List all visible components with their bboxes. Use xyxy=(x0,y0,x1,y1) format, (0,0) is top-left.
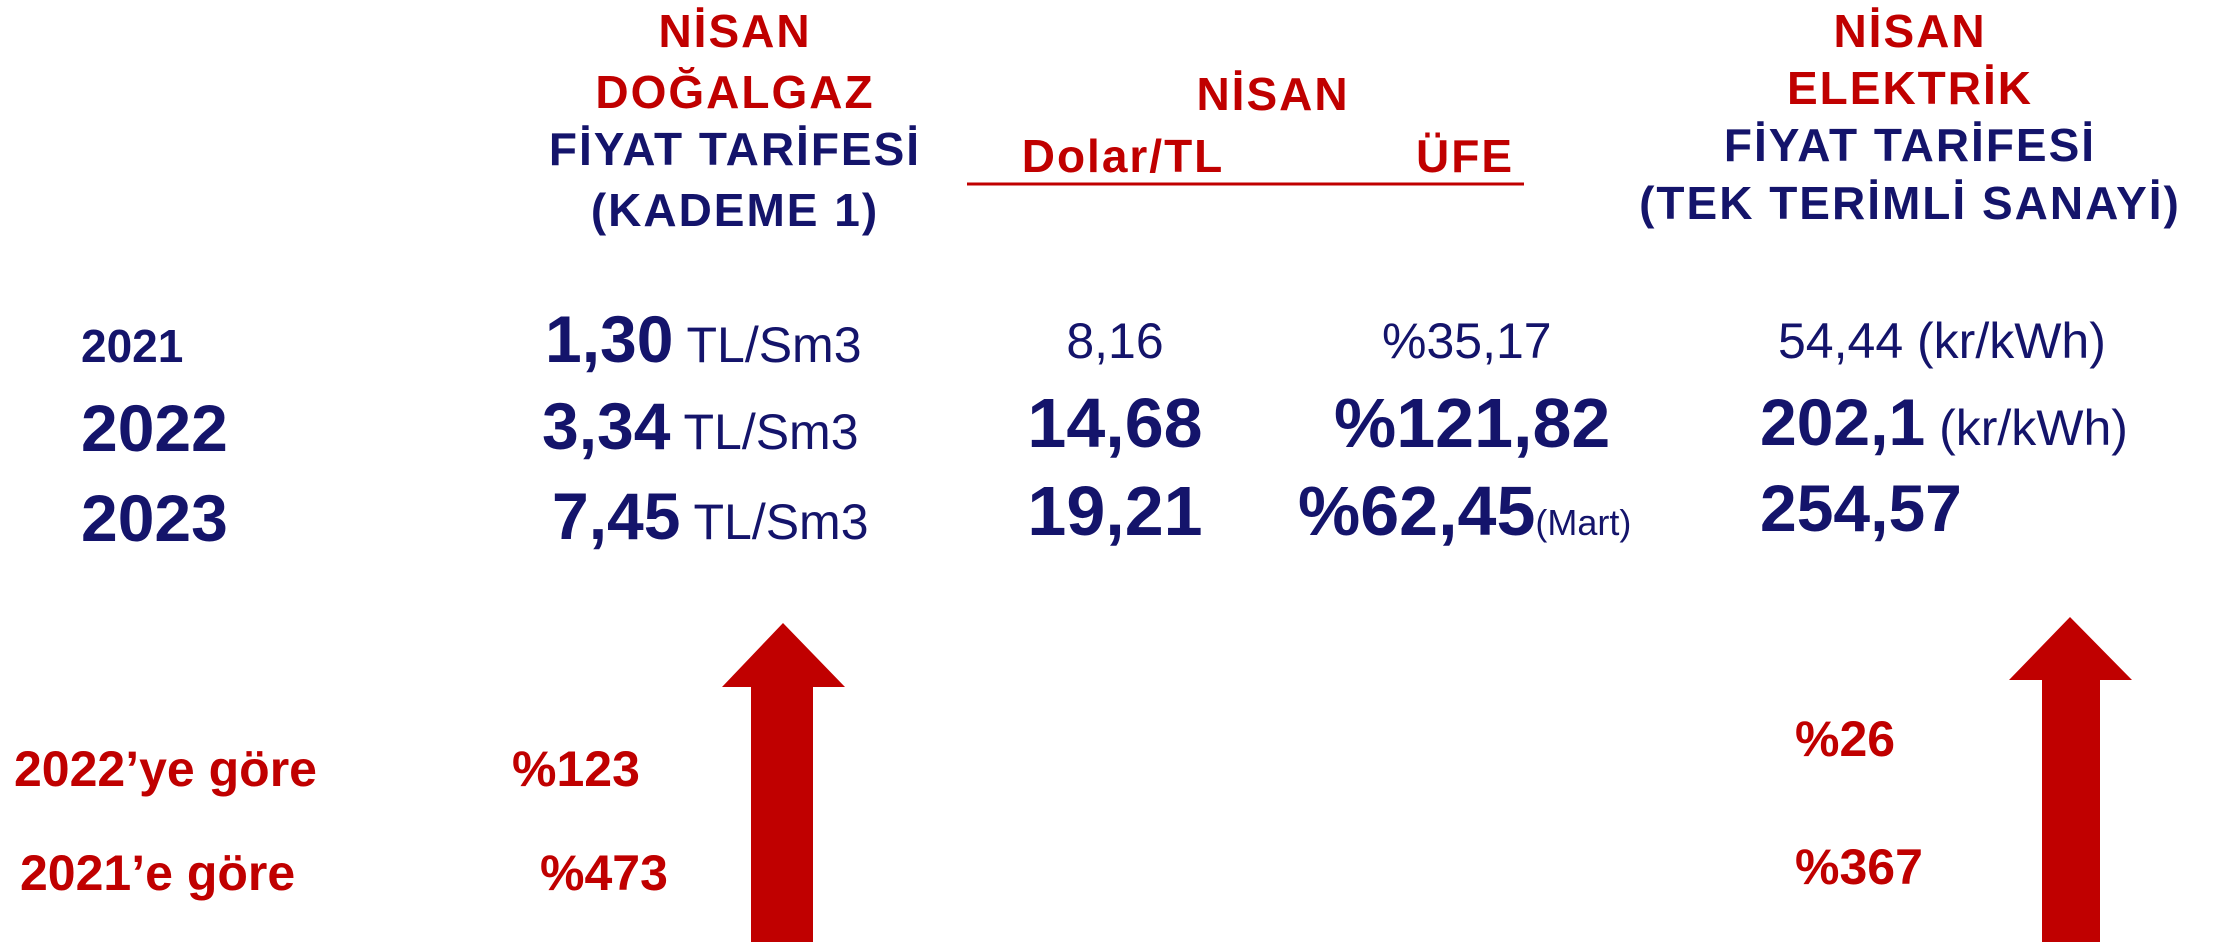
up-arrow xyxy=(2009,617,2132,942)
gas-header-line: FİYAT TARİFESİ xyxy=(549,123,921,175)
gas-value: 3,34 xyxy=(542,389,671,463)
electricity-header-line: FİYAT TARİFESİ xyxy=(1724,119,2096,171)
year: 2023 xyxy=(81,481,228,555)
electricity-unit: (kr/kWh) xyxy=(1939,400,2128,456)
gas-header-line: DOĞALGAZ xyxy=(595,66,874,118)
up-arrow xyxy=(722,623,845,942)
middle-header-title: NİSAN xyxy=(1196,68,1349,120)
year: 2022 xyxy=(81,391,228,465)
column-header: Dolar/TL xyxy=(1022,130,1225,182)
electricity-unit: (kr/kWh) xyxy=(1917,313,2106,369)
gas-price: 1,30 TL/Sm3 xyxy=(545,302,862,376)
comparison-label: 2022’ye göre xyxy=(14,741,317,797)
gas-header-line: NİSAN xyxy=(658,5,811,57)
ufe-value: %62,45 xyxy=(1298,472,1535,550)
column-header: ÜFE xyxy=(1416,130,1514,182)
gas-price: 3,34 TL/Sm3 xyxy=(542,389,859,463)
dollar-rate: 8,16 xyxy=(1066,313,1163,369)
electricity-header-line: (TEK TERİMLİ SANAYİ) xyxy=(1639,177,2181,229)
gas-value: 7,45 xyxy=(552,479,680,553)
gas-header-line: (KADEME 1) xyxy=(591,184,879,236)
electricity-header-line: NİSAN xyxy=(1833,5,1986,57)
year: 2021 xyxy=(81,320,183,372)
dollar-rate: 14,68 xyxy=(1027,384,1202,462)
electricity-value: 202,1 xyxy=(1760,385,1925,459)
gas-unit: TL/Sm3 xyxy=(683,404,858,460)
electricity-value: 254,57 xyxy=(1760,471,1962,545)
electricity-change: %26 xyxy=(1795,711,1895,767)
electricity-change: %367 xyxy=(1795,839,1923,895)
gas-unit: TL/Sm3 xyxy=(693,494,868,550)
electricity-price: 54,44 (kr/kWh) xyxy=(1778,313,2106,369)
comparison-label: 2021’e göre xyxy=(20,845,295,901)
electricity-value: 54,44 xyxy=(1778,313,1903,369)
ufe: %62,45(Mart) xyxy=(1298,472,1631,550)
ufe: %121,82 xyxy=(1334,384,1610,462)
gas-change: %473 xyxy=(540,845,668,901)
ufe-note: (Mart) xyxy=(1535,502,1631,543)
dollar-rate: 19,21 xyxy=(1027,472,1202,550)
ufe: %35,17 xyxy=(1382,313,1552,369)
gas-price: 7,45 TL/Sm3 xyxy=(552,479,869,553)
gas-value: 1,30 xyxy=(545,302,673,376)
electricity-price: 202,1 (kr/kWh) xyxy=(1760,385,2128,459)
gas-unit: TL/Sm3 xyxy=(686,317,861,373)
electricity-header-line: ELEKTRİK xyxy=(1787,62,2033,114)
gas-change: %123 xyxy=(512,741,640,797)
